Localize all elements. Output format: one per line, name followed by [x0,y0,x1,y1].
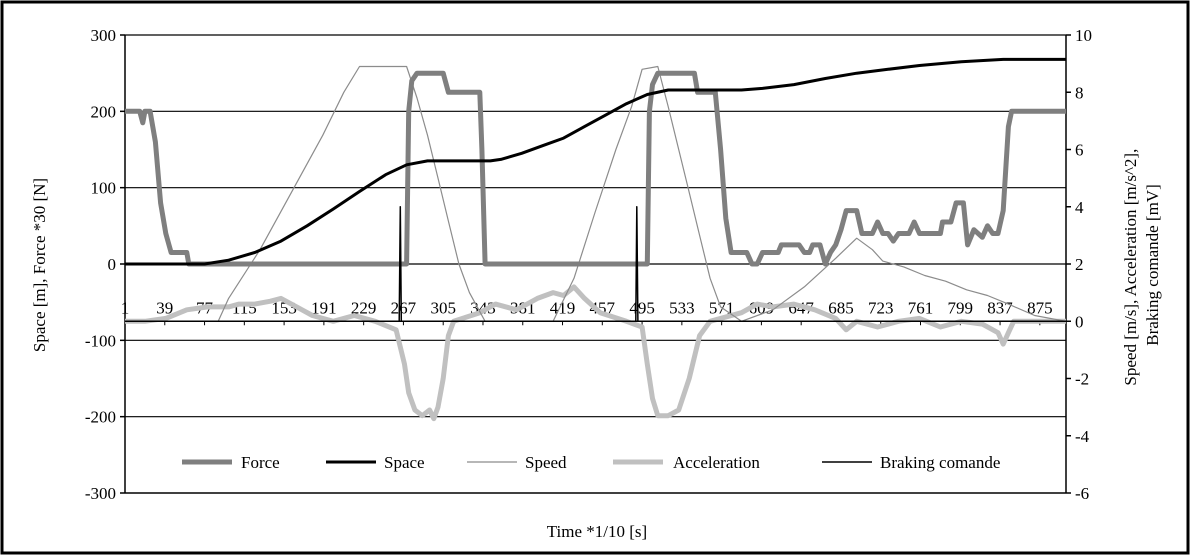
series-line-acceleration [125,284,1066,422]
series-lines [125,57,1067,422]
x-tick-label: 685 [828,298,854,317]
y-right-tick-label: 4 [1075,198,1084,217]
y-left-tick-label: 300 [91,26,117,45]
y-axis-left-title: Space [m], Force *30 [N] [30,178,49,352]
legend-item-acceleration: Acceleration [613,453,760,472]
x-tick-label: 533 [669,298,695,317]
y-axis-left-ticks: 300 200 100 0 -100 -200 -300 [85,26,125,503]
y-right-tick-label: 2 [1075,255,1084,274]
x-tick-label: 1 [121,298,130,317]
x-tick-label: 305 [430,298,456,317]
y-right-tick-label: 8 [1075,83,1084,102]
y-right-tick-label: 6 [1075,141,1084,160]
legend-label-braking-comande: Braking comande [880,453,1000,472]
legend-item-force: Force [182,453,280,472]
x-tick-label: 761 [908,298,934,317]
series-line-force [125,70,1066,267]
y-axis-right-title-line-1: Speed [m/s], Acceleration [m/s^2], [1121,149,1140,386]
y-axis-right-title-line-2: Braking comande [mV] [1143,184,1162,345]
y-left-tick-label: 0 [108,255,117,274]
y-axis-right-ticks: 10 8 6 4 2 0 -2 -4 -6 [1066,26,1092,503]
y-left-tick-label: -200 [85,408,116,427]
x-tick-label: 495 [629,298,655,317]
legend-item-space: Space [326,453,425,472]
series-line-braking-comande [125,206,1066,323]
legend-item-speed: Speed [467,453,567,472]
y-left-tick-label: 200 [91,102,117,121]
x-tick-label: 799 [948,298,974,317]
y-right-tick-label: -6 [1075,484,1089,503]
legend-label-force: Force [241,453,280,472]
legend-label-acceleration: Acceleration [673,453,760,472]
y-right-tick-label: 0 [1075,312,1084,331]
legend-item-braking-comande: Braking comande [822,453,1000,472]
series-line-space [125,57,1066,266]
y-right-tick-label: 10 [1075,26,1092,45]
x-tick-label: 723 [868,298,894,317]
y-axis-right-title: Speed [m/s], Acceleration [m/s^2], Braki… [1121,144,1162,385]
legend-label-space: Space [384,453,425,472]
x-tick-label: 229 [351,298,377,317]
x-tick-label: 191 [311,298,337,317]
x-tick-label: 457 [590,298,616,317]
y-right-tick-label: -2 [1075,370,1089,389]
y-right-tick-label: -4 [1075,427,1090,446]
x-tick-label: 419 [550,298,576,317]
y-left-tick-label: -300 [85,484,116,503]
x-tick-label: 115 [232,298,257,317]
legend: Force Space Speed Acceleration Braking c… [182,453,1000,472]
x-axis-title: Time *1/10 [s] [547,522,647,541]
series-line-speed [125,65,1067,322]
y-left-tick-label: -100 [85,331,116,350]
x-tick-label: 875 [1027,298,1053,317]
x-tick-label: 39 [156,298,173,317]
y-left-tick-label: 100 [91,179,117,198]
x-tick-label: 267 [391,298,417,317]
legend-label-speed: Speed [525,453,567,472]
